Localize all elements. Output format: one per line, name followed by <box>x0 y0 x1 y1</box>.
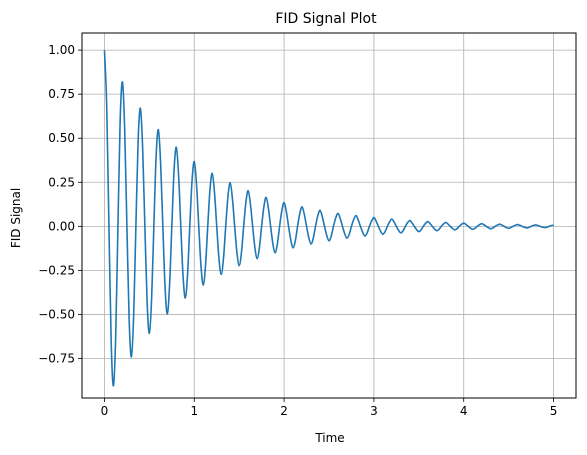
x-tick-label: 4 <box>460 404 468 418</box>
x-tick-label: 0 <box>101 404 109 418</box>
y-tick-label: 1.00 <box>48 43 75 57</box>
series-lines <box>103 50 554 387</box>
plot-area-frame <box>81 32 577 399</box>
y-tick-label: 0.75 <box>48 87 75 101</box>
axis-ticks: 0 1 2 3 4 5 −0.75 −0.50 −0.25 0.00 0.25 0.50 0.75 1.0… <box>38 43 557 418</box>
x-tick-label: 3 <box>370 404 378 418</box>
y-tick-label: −0.50 <box>38 307 75 321</box>
x-tick-label: 1 <box>190 404 198 418</box>
x-tick-label: 5 <box>550 404 558 418</box>
x-axis-label: Time <box>314 431 344 445</box>
y-tick-label: −0.25 <box>38 263 75 277</box>
y-tick-label: 0.00 <box>48 219 75 233</box>
y-axis-label: FID Signal <box>9 188 23 248</box>
chart-title: FID Signal Plot <box>275 11 377 27</box>
y-tick-label: −0.75 <box>38 352 75 366</box>
y-tick-label: 0.50 <box>48 131 75 145</box>
grid-lines <box>82 33 576 398</box>
x-tick-label: 2 <box>280 404 288 418</box>
y-tick-label: 0.25 <box>48 175 75 189</box>
fid-signal-line <box>103 50 554 387</box>
